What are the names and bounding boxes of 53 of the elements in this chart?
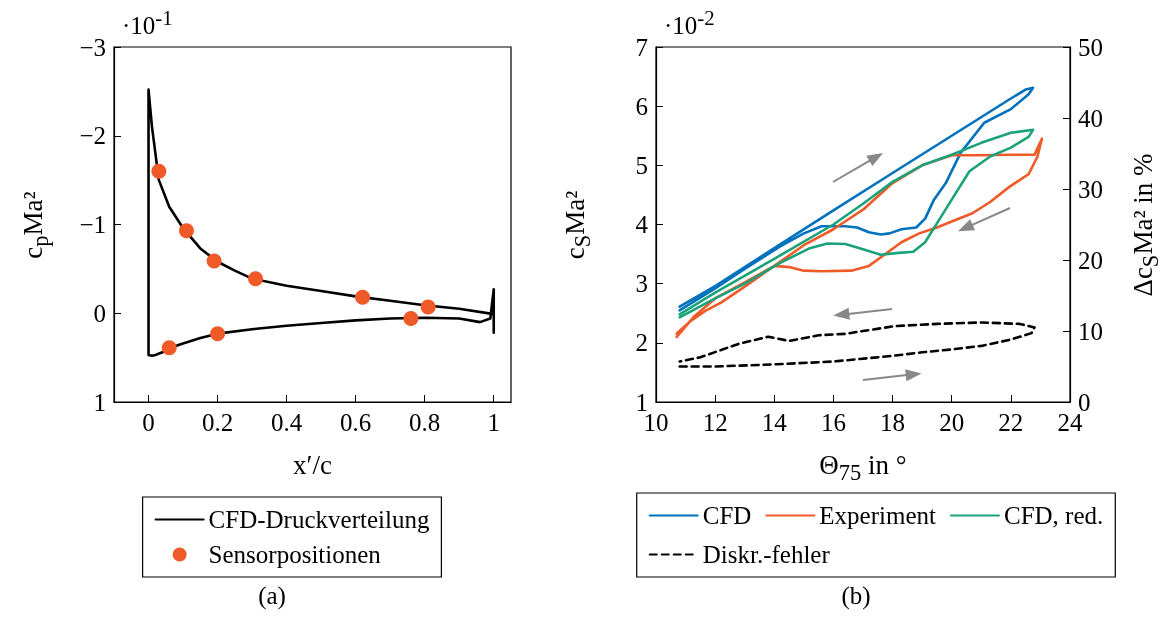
x-tick-label: 14 [761, 409, 788, 436]
x-axis-title: Θ$_{75}$ in ° [819, 450, 907, 487]
line-series [147, 88, 496, 358]
x-tick-label: 18 [880, 409, 906, 436]
point [210, 326, 226, 342]
y-tick-label: 2 [635, 329, 648, 357]
x-tick-label: 20 [939, 409, 965, 436]
point [206, 253, 222, 269]
text: (b) [841, 582, 871, 610]
y-tick-label: 3 [635, 270, 648, 298]
x-tick-label: 1 [487, 409, 500, 436]
y-tick-label: −2 [79, 122, 106, 150]
y-tick-label: 4 [635, 211, 649, 238]
legend-label: Sensorpositionen [208, 541, 382, 568]
y-tick-label: 0 [93, 299, 106, 327]
x-axis-title: x′/c [293, 450, 332, 481]
point [248, 271, 264, 287]
y2-tick-label: 10 [1078, 317, 1103, 345]
y-tick-label: 7 [635, 33, 648, 61]
x-tick-label: 16 [820, 409, 846, 436]
legend-label: Experiment [819, 502, 937, 529]
x-tick-label: 0.2 [201, 409, 234, 436]
y2-tick-label: 30 [1078, 175, 1103, 203]
y-tick-label: 6 [635, 92, 648, 120]
point [355, 289, 371, 305]
y-tick-label: −3 [79, 33, 106, 61]
y2-tick-label: 40 [1078, 104, 1103, 132]
x-tick-label: 22 [998, 409, 1024, 436]
line-series [678, 86, 1035, 312]
x-tick-label: 0 [142, 409, 155, 436]
line-series [678, 321, 1036, 368]
y-tick-label: 1 [93, 388, 106, 416]
text: (a) [258, 582, 286, 610]
point [420, 299, 436, 315]
y2-tick-label: 20 [1078, 246, 1103, 274]
text: ·10$^{-2}$ [664, 6, 715, 41]
x-tick-label: 0.4 [270, 409, 303, 436]
y-tick-label: 5 [635, 151, 648, 179]
legend-label: Diskr.-fehler [702, 541, 831, 568]
legend-label: CFD, red. [1003, 502, 1104, 529]
text: ·10$^{-1}$ [122, 6, 173, 41]
y-tick-label: −1 [79, 211, 106, 238]
point [161, 340, 177, 356]
x-tick-label: 0.6 [340, 409, 372, 436]
x-tick-label: 12 [702, 409, 728, 436]
y2-tick-label: 50 [1078, 33, 1103, 61]
point [179, 223, 194, 239]
x-tick-label: 0.8 [409, 409, 441, 436]
legend-label: CFD-Druckverteilung [208, 506, 430, 533]
line-series [678, 128, 1035, 319]
legend-label: CFD [702, 502, 752, 529]
point [403, 311, 419, 327]
point [151, 163, 167, 179]
